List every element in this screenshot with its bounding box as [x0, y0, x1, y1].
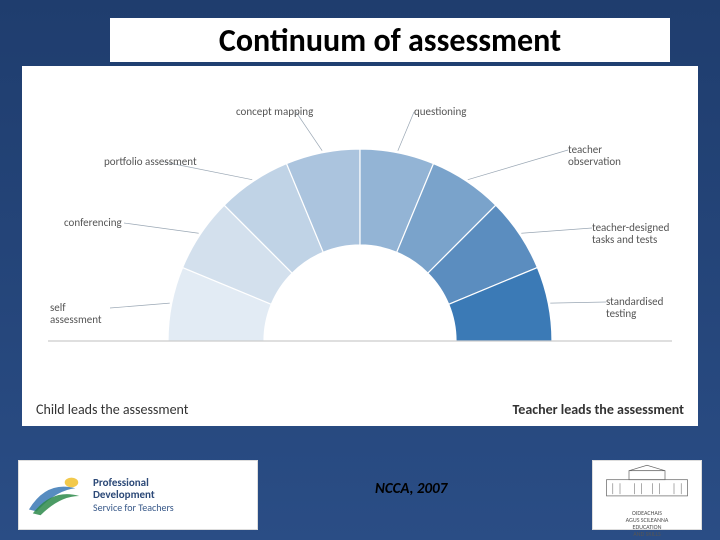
slide-title: Continuum of assessment	[219, 21, 561, 60]
leader-line	[468, 150, 568, 180]
pdst-logo: Professional Development Service for Tea…	[18, 460, 258, 530]
footer-right-label: Teacher leads the assessment	[513, 401, 684, 418]
dept-logo: OIDEACHAIS AGUS SCILEANNA EDUCATION AND …	[592, 460, 702, 530]
dept-line1: OIDEACHAIS	[632, 510, 662, 516]
slide-root: Continuum of assessment selfassessment co…	[0, 0, 720, 540]
segment-label: teacherobservation	[568, 144, 621, 168]
leader-line	[521, 228, 592, 233]
segment-label: teacher-designedtasks and tests	[592, 222, 669, 246]
segment-label: conferencing	[64, 217, 122, 229]
pdst-line2: Development	[93, 488, 155, 501]
pdst-line1: Professional	[93, 476, 149, 489]
leader-line	[550, 302, 606, 303]
title-bar: Continuum of assessment	[110, 18, 670, 62]
leader-line	[398, 112, 414, 151]
segment-label: standardisedtesting	[606, 296, 663, 320]
segment-label: concept mapping	[236, 106, 313, 118]
leader-line	[110, 303, 170, 308]
pdst-text: Professional Development Service for Tea…	[93, 477, 174, 514]
dept-line4: AND SKILLS	[633, 531, 661, 537]
segment-label: selfassessment	[50, 302, 102, 326]
segment-label: questioning	[414, 106, 466, 118]
continuum-chart: selfassessment conferencing portfolio asse…	[22, 66, 698, 426]
building-icon	[602, 454, 692, 509]
pdst-swoosh-icon	[27, 470, 85, 520]
footer-left-label: Child leads the assessment	[36, 401, 188, 418]
dept-line3: EDUCATION	[633, 524, 662, 530]
leader-line	[124, 223, 199, 233]
source-caption: NCCA, 2007	[375, 480, 447, 498]
segment-label: portfolio assessment	[104, 156, 197, 168]
pdst-line3: Service for Teachers	[93, 502, 174, 514]
dept-line2: AGUS SCILEANNA	[626, 517, 669, 523]
